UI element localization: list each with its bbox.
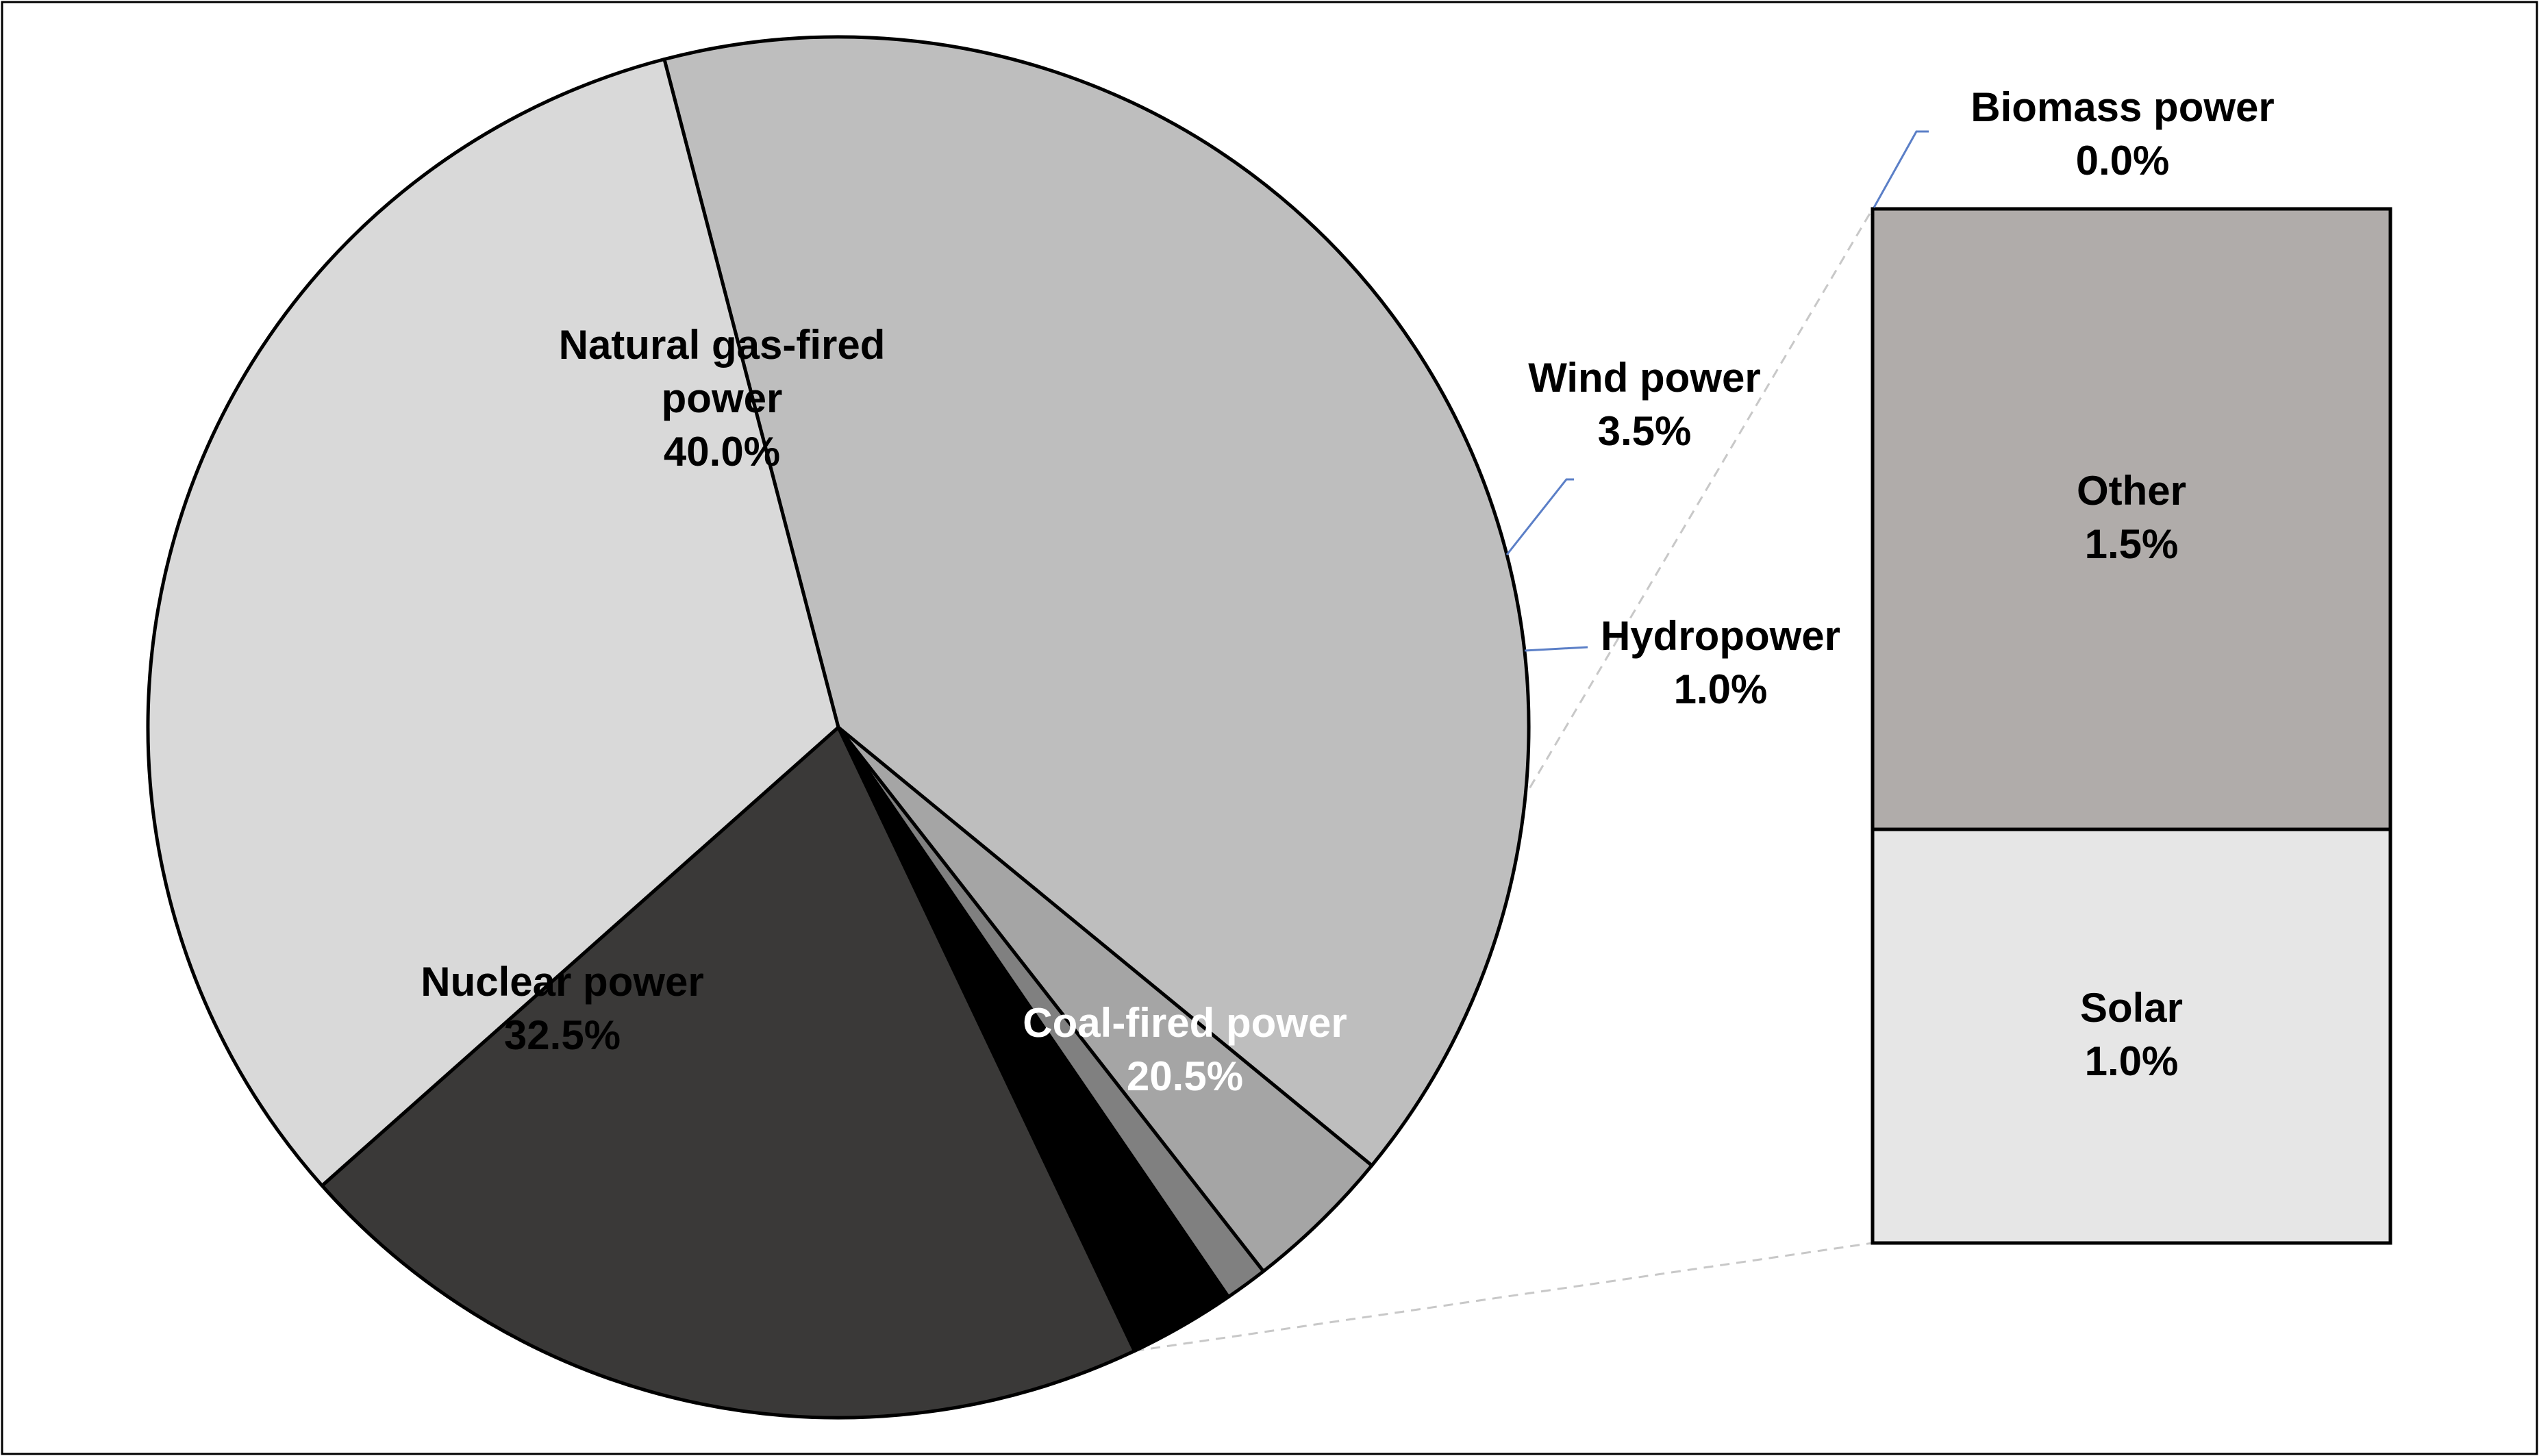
leader-line-biomass-power	[1873, 130, 1929, 208]
leader-line-wind-power	[1505, 478, 1574, 555]
connector-line-bottom	[1134, 1242, 1873, 1353]
pie	[146, 35, 1531, 1420]
data-label-natural-gas-fired-power: Natural gas-fired power 40.0%	[559, 322, 886, 475]
pie-slice-nuclear-power	[146, 58, 840, 1188]
leader-line-hydropower	[1524, 646, 1588, 652]
bar-segment-other	[1871, 207, 2392, 831]
leader-lines	[1505, 130, 1929, 652]
bar-segment-solar	[1871, 827, 2392, 1245]
pie-slice-natural-gas-fired-power	[662, 35, 1531, 1168]
data-label-biomass-power: Biomass power 0.0%	[1971, 84, 2274, 184]
data-label-hydropower: Hydropower 1.0%	[1601, 613, 1840, 712]
pie-to-bar-connectors	[1134, 208, 1874, 1353]
data-label-nuclear-power: Nuclear power 32.5%	[421, 959, 703, 1058]
data-label-wind-power: Wind power 3.5%	[1528, 355, 1760, 454]
connector-line-top	[1227, 208, 1874, 1298]
stacked-bar	[1871, 207, 2392, 1245]
pie-slice-wind-power	[836, 725, 1374, 1273]
data-label-other: Other 1.5%	[2077, 468, 2186, 567]
pie-slice-coal-fired-power	[320, 725, 1136, 1420]
data-label-solar: Solar 1.0%	[2080, 985, 2183, 1084]
data-labels: Natural gas-fired power 40.0% Wind power 3.5…	[421, 84, 2274, 1099]
data-label-coal-fired-power: Coal-fired power 20.5%	[1023, 1000, 1347, 1099]
